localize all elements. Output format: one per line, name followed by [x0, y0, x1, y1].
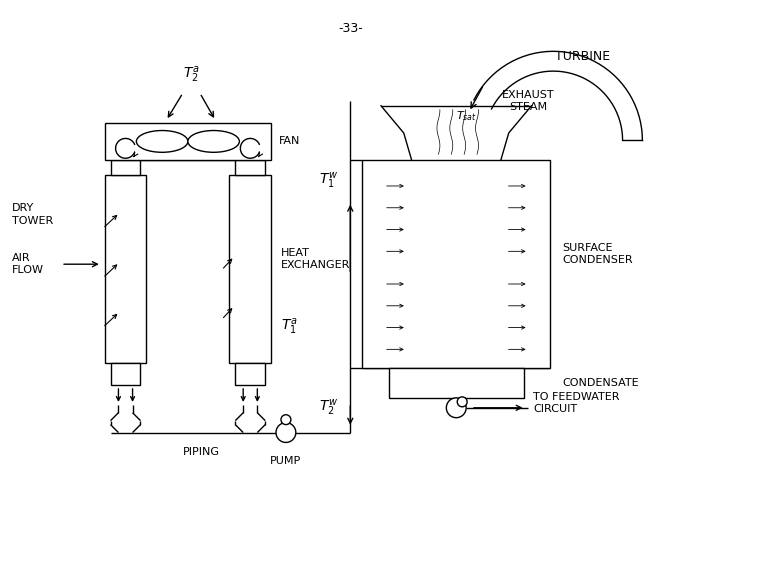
Text: PIPING: PIPING	[183, 447, 221, 457]
Ellipse shape	[188, 130, 240, 152]
Bar	[362, 160, 550, 368]
Bar	[236, 363, 265, 385]
Text: CONDENSATE: CONDENSATE	[562, 378, 639, 388]
Text: HEAT
EXCHANGER: HEAT EXCHANGER	[281, 248, 350, 270]
Text: FAN: FAN	[279, 137, 300, 146]
Bar	[230, 175, 271, 363]
Text: TURBINE: TURBINE	[556, 50, 610, 63]
Circle shape	[457, 397, 467, 407]
Text: $T_1^a$: $T_1^a$	[281, 316, 298, 337]
Text: PUMP: PUMP	[271, 456, 302, 467]
Text: DRY
TOWER: DRY TOWER	[11, 204, 53, 226]
Text: SURFACE
CONDENSER: SURFACE CONDENSER	[562, 242, 633, 265]
Bar	[236, 160, 265, 175]
Bar	[389, 368, 524, 398]
Text: AIR
FLOW: AIR FLOW	[11, 253, 44, 275]
Text: $T_1^w$: $T_1^w$	[319, 171, 338, 191]
Text: $T_2^a$: $T_2^a$	[183, 65, 200, 85]
Ellipse shape	[136, 130, 188, 152]
Circle shape	[276, 423, 296, 443]
Text: $T_{sat}$: $T_{sat}$	[456, 109, 477, 122]
Text: $T_2^w$: $T_2^w$	[319, 398, 338, 418]
Bar	[111, 160, 140, 175]
Circle shape	[281, 415, 291, 424]
Bar	[111, 363, 140, 385]
Bar	[105, 122, 271, 160]
Text: -33-: -33-	[338, 22, 362, 35]
Text: EXHAUST
STEAM: EXHAUST STEAM	[503, 89, 555, 112]
Text: TO FEEDWATER
CIRCUIT: TO FEEDWATER CIRCUIT	[534, 391, 620, 414]
Circle shape	[446, 398, 466, 418]
Bar	[105, 175, 146, 363]
